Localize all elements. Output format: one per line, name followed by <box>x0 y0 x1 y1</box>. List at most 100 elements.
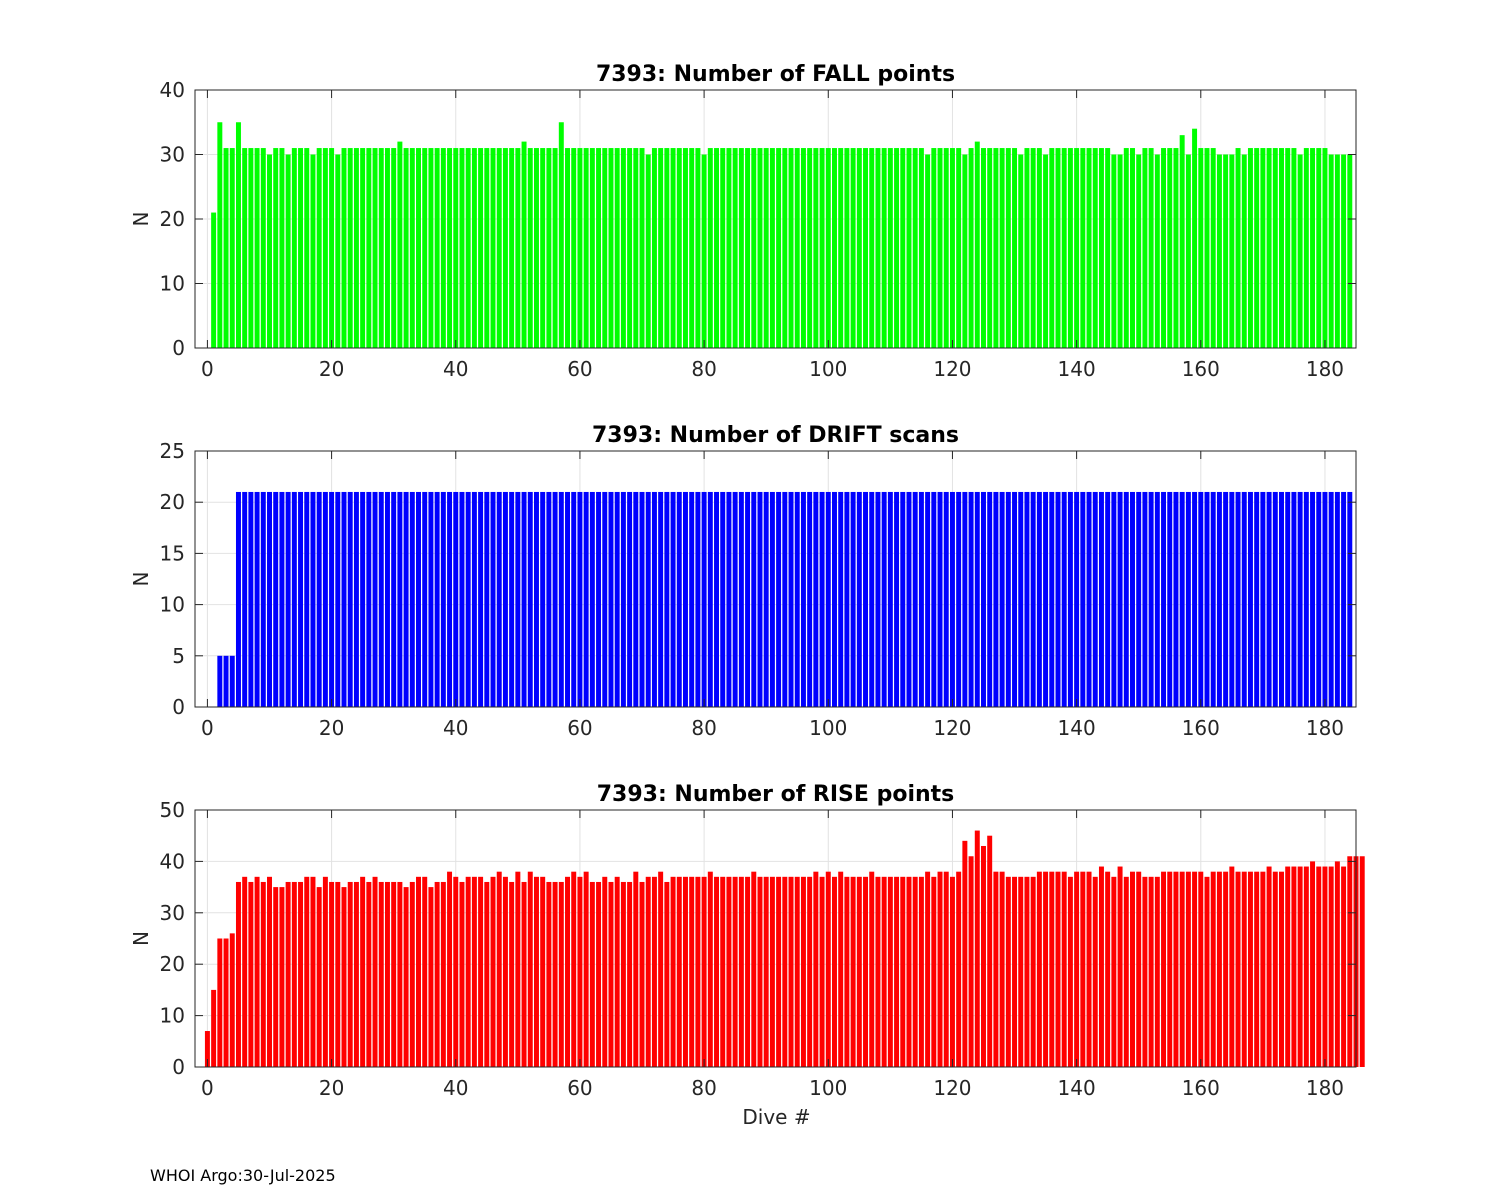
bar <box>1210 148 1216 348</box>
chart-title: 7393: Number of DRIFT scans <box>592 423 959 448</box>
bar <box>242 148 248 348</box>
bar <box>825 871 831 1067</box>
bar <box>1061 871 1067 1067</box>
bar <box>800 491 806 707</box>
bar <box>223 148 229 348</box>
x-tick-label: 0 <box>201 357 214 381</box>
bar <box>894 876 900 1067</box>
bar <box>254 491 260 707</box>
y-tick-label: 5 <box>172 644 185 668</box>
bar <box>310 491 316 707</box>
bar <box>1098 866 1104 1067</box>
x-tick-label: 180 <box>1306 357 1344 381</box>
bar <box>1285 148 1291 348</box>
bar <box>608 148 614 348</box>
bar <box>509 148 515 348</box>
bar <box>1254 148 1260 348</box>
bar <box>565 148 570 348</box>
bar <box>974 491 980 707</box>
bar <box>484 491 490 707</box>
y-tick-label: 10 <box>160 272 185 296</box>
bar <box>589 881 595 1067</box>
bar <box>732 491 738 707</box>
bar <box>707 148 713 348</box>
bar <box>527 491 533 707</box>
bar <box>695 876 701 1067</box>
bar <box>558 491 564 707</box>
bar <box>707 491 713 707</box>
bar <box>546 491 552 707</box>
bar <box>838 491 844 707</box>
bar <box>869 148 875 348</box>
bar <box>1303 491 1309 707</box>
bar <box>1136 154 1142 348</box>
bar <box>682 876 688 1067</box>
bar <box>1161 491 1167 707</box>
bar <box>1167 148 1173 348</box>
bar <box>1310 861 1316 1067</box>
x-tick-label: 120 <box>933 357 971 381</box>
bar <box>757 148 763 348</box>
bar <box>254 148 260 348</box>
bar <box>614 876 620 1067</box>
bar <box>1254 491 1260 707</box>
bar <box>267 154 272 348</box>
bar <box>416 148 421 348</box>
bar <box>738 491 744 707</box>
bar <box>540 491 546 707</box>
bar <box>664 491 670 707</box>
bar <box>745 491 751 707</box>
bar <box>484 148 490 348</box>
bar <box>1322 866 1328 1067</box>
bar <box>1241 491 1247 707</box>
bar <box>279 148 285 348</box>
bar <box>1055 491 1061 707</box>
bar <box>962 154 968 348</box>
bar <box>1272 148 1278 348</box>
bar <box>956 871 962 1067</box>
bar <box>484 881 490 1067</box>
bar <box>776 148 782 348</box>
x-tick-label: 80 <box>691 357 716 381</box>
bar <box>347 148 353 348</box>
x-tick-label: 40 <box>443 716 468 740</box>
bar <box>769 876 775 1067</box>
bar <box>1086 148 1092 348</box>
bar <box>869 491 875 707</box>
bar <box>912 876 918 1067</box>
bar <box>1291 491 1297 707</box>
x-tick-label: 180 <box>1306 716 1344 740</box>
bar <box>714 491 720 707</box>
bar <box>999 871 1005 1067</box>
bar <box>620 881 626 1067</box>
bar <box>1310 491 1316 707</box>
bar <box>1341 154 1347 348</box>
bar <box>881 491 887 707</box>
bar <box>633 491 639 707</box>
bar <box>453 876 459 1067</box>
bar <box>540 876 546 1067</box>
bar <box>651 876 657 1067</box>
bar <box>956 148 962 348</box>
bar <box>223 655 229 707</box>
bar <box>1173 871 1179 1067</box>
y-axis-label: N <box>129 572 153 587</box>
bar <box>1192 871 1198 1067</box>
bar <box>571 491 577 707</box>
bar <box>794 491 800 707</box>
bar <box>850 148 856 348</box>
bar <box>596 148 602 348</box>
bar <box>1154 154 1160 348</box>
bar <box>670 876 676 1067</box>
bar <box>863 491 869 707</box>
bar <box>1024 148 1030 348</box>
bar <box>627 491 633 707</box>
bar <box>956 491 962 707</box>
bar <box>757 491 763 707</box>
bar <box>738 148 744 348</box>
y-tick-label: 25 <box>160 439 185 463</box>
bar <box>316 887 322 1067</box>
bar <box>639 491 645 707</box>
bar <box>583 871 589 1067</box>
bar <box>391 491 397 707</box>
